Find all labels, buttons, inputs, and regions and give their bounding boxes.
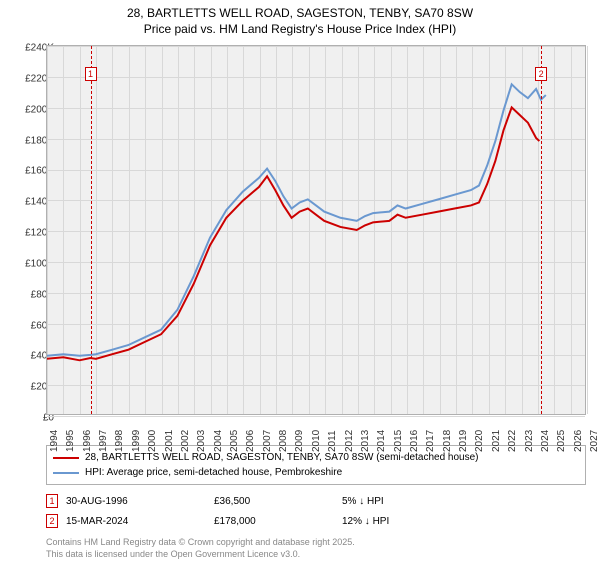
x-tick-label: 1999 <box>131 430 142 452</box>
legend-label: 28, BARTLETTS WELL ROAD, SAGESTON, TENBY… <box>85 450 479 465</box>
chart-title: 28, BARTLETTS WELL ROAD, SAGESTON, TENBY… <box>0 0 600 37</box>
x-tick-label: 2022 <box>507 430 518 452</box>
x-tick-label: 2019 <box>458 430 469 452</box>
series-lines <box>47 46 585 414</box>
x-tick-label: 2000 <box>147 430 158 452</box>
marker-date: 30-AUG-1996 <box>66 496 206 507</box>
marker-badge: 2 <box>46 514 58 528</box>
x-tick-label: 2003 <box>196 430 207 452</box>
legend-item-price-paid: 28, BARTLETTS WELL ROAD, SAGESTON, TENBY… <box>53 450 579 465</box>
x-tick-label: 2024 <box>540 430 551 452</box>
x-tick-label: 1997 <box>98 430 109 452</box>
marker-row-1: 1 30-AUG-1996 £36,500 5% ↓ HPI <box>46 491 586 511</box>
x-tick-label: 2008 <box>278 430 289 452</box>
marker-line <box>91 46 92 414</box>
marker-price: £178,000 <box>214 516 334 527</box>
chart-container: 28, BARTLETTS WELL ROAD, SAGESTON, TENBY… <box>0 0 600 560</box>
x-tick-label: 1994 <box>49 430 60 452</box>
marker-date: 15-MAR-2024 <box>66 516 206 527</box>
marker-line <box>541 46 542 414</box>
x-tick-label: 2025 <box>556 430 567 452</box>
x-tick-label: 2015 <box>393 430 404 452</box>
x-tick-label: 2027 <box>589 430 600 452</box>
x-tick-label: 2002 <box>180 430 191 452</box>
marker-badge: 1 <box>85 67 97 81</box>
x-tick-label: 2014 <box>376 430 387 452</box>
x-tick-label: 2007 <box>262 430 273 452</box>
x-tick-label: 2012 <box>344 430 355 452</box>
x-tick-label: 2018 <box>442 430 453 452</box>
marker-delta: 12% ↓ HPI <box>342 516 389 527</box>
x-tick-label: 2020 <box>474 430 485 452</box>
x-tick-label: 2017 <box>425 430 436 452</box>
x-tick-label: 2023 <box>524 430 535 452</box>
x-tick-label: 1996 <box>82 430 93 452</box>
legend-swatch <box>53 457 79 459</box>
legend-label: HPI: Average price, semi-detached house,… <box>85 465 342 480</box>
marker-badge: 1 <box>46 494 58 508</box>
x-tick-label: 2016 <box>409 430 420 452</box>
x-tick-label: 2026 <box>573 430 584 452</box>
marker-delta: 5% ↓ HPI <box>342 496 384 507</box>
marker-badge: 2 <box>535 67 547 81</box>
marker-row-2: 2 15-MAR-2024 £178,000 12% ↓ HPI <box>46 511 586 531</box>
footnote-line-2: This data is licensed under the Open Gov… <box>46 549 586 561</box>
title-line-2: Price paid vs. HM Land Registry's House … <box>0 22 600 38</box>
x-tick-label: 1998 <box>114 430 125 452</box>
x-tick-label: 2001 <box>164 430 175 452</box>
footnote: Contains HM Land Registry data © Crown c… <box>46 537 586 560</box>
legend-item-hpi: HPI: Average price, semi-detached house,… <box>53 465 579 480</box>
footnote-line-1: Contains HM Land Registry data © Crown c… <box>46 537 586 549</box>
series-hpi <box>47 84 546 355</box>
legend-swatch <box>53 472 79 474</box>
marker-price: £36,500 <box>214 496 334 507</box>
x-tick-label: 2011 <box>327 430 338 452</box>
x-tick-label: 2005 <box>229 430 240 452</box>
x-tick-label: 1995 <box>65 430 76 452</box>
plot-area: 12 <box>46 45 586 415</box>
series-price_paid <box>47 108 539 361</box>
x-tick-label: 2004 <box>213 430 224 452</box>
x-tick-label: 2013 <box>360 430 371 452</box>
x-tick-label: 2006 <box>245 430 256 452</box>
x-tick-label: 2009 <box>294 430 305 452</box>
title-line-1: 28, BARTLETTS WELL ROAD, SAGESTON, TENBY… <box>0 6 600 22</box>
marker-table: 1 30-AUG-1996 £36,500 5% ↓ HPI 2 15-MAR-… <box>46 491 586 531</box>
x-tick-label: 2021 <box>491 430 502 452</box>
x-tick-label: 2010 <box>311 430 322 452</box>
